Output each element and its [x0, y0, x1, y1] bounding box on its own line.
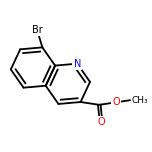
Text: N: N	[74, 59, 81, 69]
Text: O: O	[113, 97, 120, 107]
Text: O: O	[97, 117, 105, 127]
Text: Br: Br	[32, 25, 43, 35]
Text: CH₃: CH₃	[131, 96, 148, 105]
